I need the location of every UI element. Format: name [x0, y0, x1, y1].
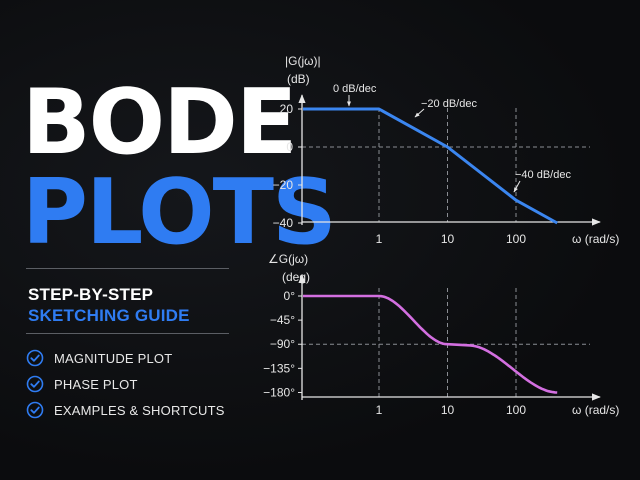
annotation-20-db-dec: −20 dB/dec	[421, 98, 477, 110]
phase-gridlines	[302, 288, 590, 397]
divider-top	[26, 268, 229, 269]
phase-ylabel: ∠G(jω)	[268, 252, 308, 266]
subtitle-line-1: STEP-BY-STEP	[28, 285, 154, 304]
subtitle-line-2: SKETCHING GUIDE	[28, 306, 190, 325]
phase-xtick-label: 100	[506, 403, 526, 417]
magnitude-xlabel: ω (rad/s)	[572, 232, 619, 246]
bullet-item-examples: EXAMPLES & SHORTCUTS	[26, 401, 225, 419]
magnitude-plot: |G(jω)| (dB) 1 10 100 20 0 −20 −40 ω (rad/s) 0…	[273, 54, 620, 246]
phase-ytick-label: 0°	[284, 289, 296, 303]
bullet-label: EXAMPLES & SHORTCUTS	[54, 402, 225, 418]
annotation-40-db-dec: −40 dB/dec	[515, 169, 571, 181]
phase-series-line	[303, 294, 558, 394]
phase-xlabel: ω (rad/s)	[572, 403, 619, 417]
annotation-arrow-40	[513, 180, 521, 193]
check-circle-icon	[26, 401, 44, 419]
phase-ytick-label: −90°	[270, 337, 295, 351]
annotation-arrow-20	[414, 108, 425, 118]
title-line-1: BODE	[22, 70, 297, 175]
magnitude-ytick-label: 20	[280, 102, 294, 116]
phase-ytick-label: −45°	[270, 313, 295, 327]
check-circle-icon	[26, 375, 44, 393]
phase-yunit: (deg)	[282, 270, 310, 284]
magnitude-xtick-label: 1	[376, 232, 383, 246]
bullet-item-magnitude: MAGNITUDE PLOT	[26, 349, 172, 367]
title-line-2: PLOTS	[22, 160, 337, 265]
magnitude-xtick-label: 10	[441, 232, 455, 246]
phase-plot: ∠G(jω) (deg) 1 10 1000°−45°−90°−135°−180° …	[263, 252, 619, 417]
magnitude-gridlines	[302, 108, 590, 222]
magnitude-ticks: 1 10 100 20 0 −20 −40	[273, 102, 527, 246]
divider-bottom	[26, 333, 229, 334]
check-circle-icon	[26, 349, 44, 367]
phase-ytick-label: −135°	[263, 361, 295, 375]
bullet-label: MAGNITUDE PLOT	[54, 350, 173, 366]
magnitude-ytick-label: −40	[273, 216, 294, 230]
phase-xtick-label: 1	[376, 403, 383, 417]
magnitude-ylabel: |G(jω)|	[285, 54, 321, 68]
bullet-label: PHASE PLOT	[54, 376, 138, 392]
magnitude-ytick-label: −20	[273, 178, 294, 192]
magnitude-ytick-label: 0	[286, 140, 293, 154]
magnitude-series-line	[303, 107, 558, 225]
phase-ticks: 1 10 100 0° −45° −90° −135° −180°	[263, 289, 526, 417]
annotation-0-db-dec: 0 dB/dec	[333, 83, 377, 95]
bullet-item-phase: PHASE PLOT	[26, 375, 138, 393]
phase-xtick-label: 10	[441, 403, 455, 417]
magnitude-xtick-label: 100	[506, 232, 526, 246]
magnitude-yunit: (dB)	[287, 72, 310, 86]
phase-ytick-label: −180°	[263, 385, 295, 399]
